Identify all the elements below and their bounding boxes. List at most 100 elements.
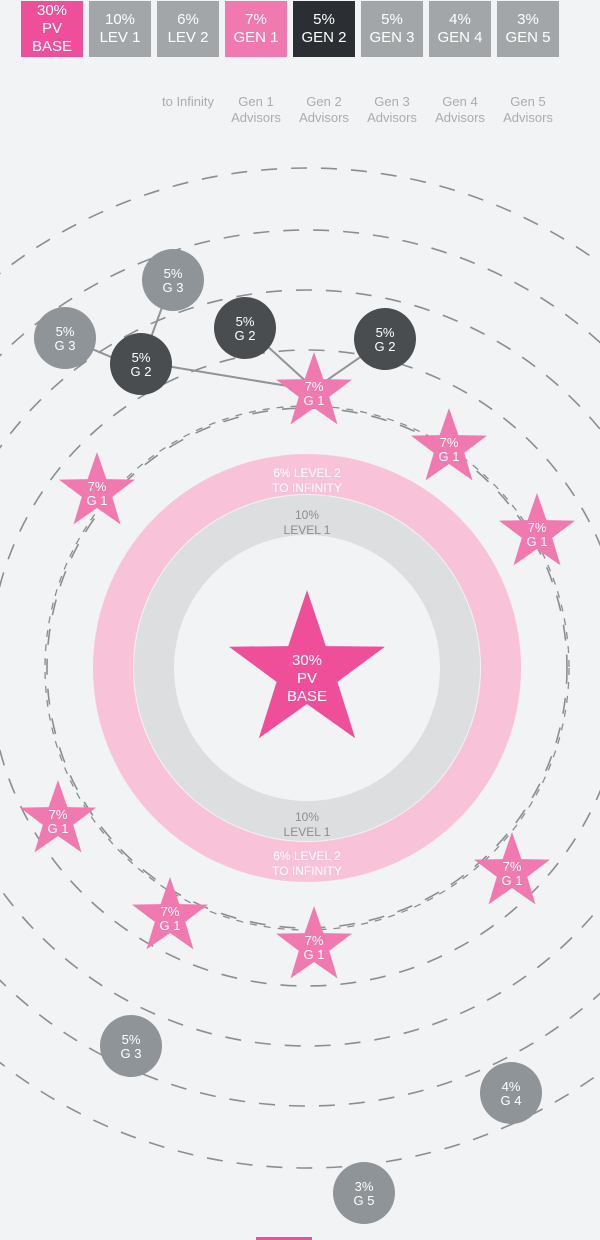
legend-box-line: BASE bbox=[31, 38, 73, 55]
legend-box-line: LEV 1 bbox=[99, 29, 141, 46]
legend-sublabel-3: Gen 1 Advisors bbox=[216, 94, 296, 126]
advisor-node-label-4: 5% G 2 bbox=[131, 350, 152, 379]
gen1-star-label-6-line: 7% bbox=[161, 904, 180, 919]
advisor-node-label-7-line: 3% bbox=[355, 1179, 374, 1194]
advisor-node-label-7: 3% G 5 bbox=[354, 1179, 375, 1208]
center-star-label-line: 30% bbox=[292, 652, 322, 669]
gen1-star-label-2: 7% G 1 bbox=[527, 520, 548, 549]
legend-box-line: 7% bbox=[245, 11, 267, 28]
legend-box-line: 4% bbox=[449, 11, 471, 28]
gen1-star-label-7-line: 7% bbox=[305, 933, 324, 948]
legend-box-line: GEN 5 bbox=[505, 29, 551, 46]
legend-box-line: 6% bbox=[177, 11, 199, 28]
gen1-star-label-2-line: 7% bbox=[528, 520, 547, 535]
gen1-star-label-2-line: G 1 bbox=[527, 534, 548, 549]
advisor-node-label-5: 5% G 3 bbox=[121, 1032, 142, 1061]
level1-label-bottom-line: LEVEL 1 bbox=[284, 825, 331, 839]
legend-box-line: 30% bbox=[36, 2, 68, 19]
legend-box-line: LEV 2 bbox=[167, 29, 209, 46]
level1-label-top: 10% LEVEL 1 bbox=[284, 508, 331, 537]
legend-box-line: 5% bbox=[381, 11, 403, 28]
gen1-star-label-3-line: G 1 bbox=[87, 493, 108, 508]
legend-box-4: 5% GEN 2 bbox=[293, 1, 355, 57]
advisor-node-label-4-line: G 2 bbox=[131, 364, 152, 379]
legend-sublabel-4: Gen 2 Advisors bbox=[284, 94, 364, 126]
advisor-node-label-2-line: 5% bbox=[236, 314, 255, 329]
level1-label-bottom: 10% LEVEL 1 bbox=[284, 810, 331, 839]
legend-sublabel-line: Gen 3 bbox=[374, 94, 410, 109]
legend-sublabel-5: Gen 3 Advisors bbox=[352, 94, 432, 126]
advisor-node-gen3-5 bbox=[100, 1015, 162, 1077]
advisor-node-gen5-7 bbox=[333, 1162, 395, 1224]
gen1-star-label-6-line: G 1 bbox=[160, 918, 181, 933]
gen1-star-label-7-line: G 1 bbox=[304, 947, 325, 962]
gen1-star-label-5-line: G 1 bbox=[502, 873, 523, 888]
orbit-ring-1 bbox=[46, 407, 568, 929]
gen1-star-icon-1 bbox=[411, 408, 487, 481]
legend-sublabel-6: Gen 4 Advisors bbox=[420, 94, 500, 126]
legend-box-line: GEN 3 bbox=[369, 29, 415, 46]
gen1-star-label-3: 7% G 1 bbox=[87, 479, 108, 508]
bottom-accent-bar bbox=[256, 1237, 312, 1240]
center-star-label-line: PV bbox=[297, 670, 317, 687]
advisor-node-label-6-line: 4% bbox=[502, 1079, 521, 1094]
gen1-star-label-3-line: 7% bbox=[88, 479, 107, 494]
gen1-star-label-1-line: G 1 bbox=[439, 449, 460, 464]
legend-header: 30% PV BASE 10% LEV 1 6% LEV 2 7% GEN 1 5% GEN 2 5%… bbox=[0, 0, 600, 130]
orbit-ring-5 bbox=[0, 167, 600, 1169]
advisor-node-label-3-line: 5% bbox=[376, 325, 395, 340]
legend-sublabel-2: to Infinity bbox=[148, 94, 228, 110]
advisor-node-label-4-line: 5% bbox=[132, 350, 151, 365]
advisor-node-label-5-line: G 3 bbox=[121, 1046, 142, 1061]
level2-label-top: 6% LEVEL 2 TO INFINITY bbox=[272, 466, 342, 495]
legend-sublabel-line: Advisors bbox=[503, 110, 553, 125]
gen1-star-label-4: 7% G 1 bbox=[48, 807, 69, 836]
legend-sublabel-line: Gen 1 bbox=[238, 94, 274, 109]
legend-box-7: 3% GEN 5 bbox=[497, 1, 559, 57]
legend-box-line: 10% bbox=[104, 11, 136, 28]
gen1-star-icon-0 bbox=[276, 352, 352, 425]
legend-sublabel-7: Gen 5 Advisors bbox=[488, 94, 568, 126]
level1-ring bbox=[134, 495, 480, 841]
advisor-node-label-6-line: G 4 bbox=[501, 1093, 522, 1108]
legend-box-line: 3% bbox=[517, 11, 539, 28]
level2-label-top-line: 6% LEVEL 2 bbox=[273, 466, 341, 480]
legend-sublabel-line: to Infinity bbox=[161, 94, 215, 109]
legend-box-line: GEN 2 bbox=[301, 29, 347, 46]
legend-box-line: PV bbox=[41, 20, 62, 37]
advisor-node-label-7-line: G 5 bbox=[354, 1193, 375, 1208]
gen1-star-label-0-line: G 1 bbox=[304, 393, 325, 408]
advisor-node-label-0-line: 5% bbox=[164, 266, 183, 281]
legend-sublabel-line: Advisors bbox=[299, 110, 349, 125]
orbit-ring-3 bbox=[0, 289, 600, 1047]
advisor-node-gen2-4 bbox=[110, 333, 172, 395]
legend-sublabel-line: Advisors bbox=[435, 110, 485, 125]
center-star-label: 30% PV BASE bbox=[287, 652, 327, 705]
legend-box-1: 10% LEV 1 bbox=[89, 1, 151, 57]
legend-box-line: GEN 1 bbox=[233, 29, 279, 46]
legend-box-2: 6% LEV 2 bbox=[157, 1, 219, 57]
advisor-node-label-5-line: 5% bbox=[122, 1032, 141, 1047]
legend-sublabel-line: Advisors bbox=[367, 110, 417, 125]
advisor-node-label-2-line: G 2 bbox=[235, 328, 256, 343]
legend-box-3: 7% GEN 1 bbox=[225, 1, 287, 57]
advisor-node-gen3-1 bbox=[34, 307, 96, 369]
center-star-label-line: BASE bbox=[287, 688, 327, 705]
level1-label-top-line: 10% bbox=[295, 508, 319, 522]
legend-box-5: 5% GEN 3 bbox=[361, 1, 423, 57]
advisor-node-label-6: 4% G 4 bbox=[501, 1079, 522, 1108]
legend-box-6: 4% GEN 4 bbox=[429, 1, 491, 57]
advisor-node-label-3: 5% G 2 bbox=[375, 325, 396, 354]
gen1-star-label-1: 7% G 1 bbox=[439, 435, 460, 464]
gen1-star-icon-6 bbox=[132, 877, 208, 950]
gen1-star-label-0: 7% G 1 bbox=[304, 379, 325, 408]
gen1-star-label-5: 7% G 1 bbox=[502, 859, 523, 888]
advisor-node-label-1: 5% G 3 bbox=[55, 324, 76, 353]
level2-label-bottom-line: 6% LEVEL 2 bbox=[273, 849, 341, 863]
level2-label-bottom: 6% LEVEL 2 TO INFINITY bbox=[272, 849, 342, 878]
advisor-node-gen3-0 bbox=[142, 249, 204, 311]
advisor-node-gen2-2 bbox=[214, 297, 276, 359]
advisor-node-label-1-line: G 3 bbox=[55, 338, 76, 353]
gen1-star-label-7: 7% G 1 bbox=[304, 933, 325, 962]
gen1-star-label-5-line: 7% bbox=[503, 859, 522, 874]
